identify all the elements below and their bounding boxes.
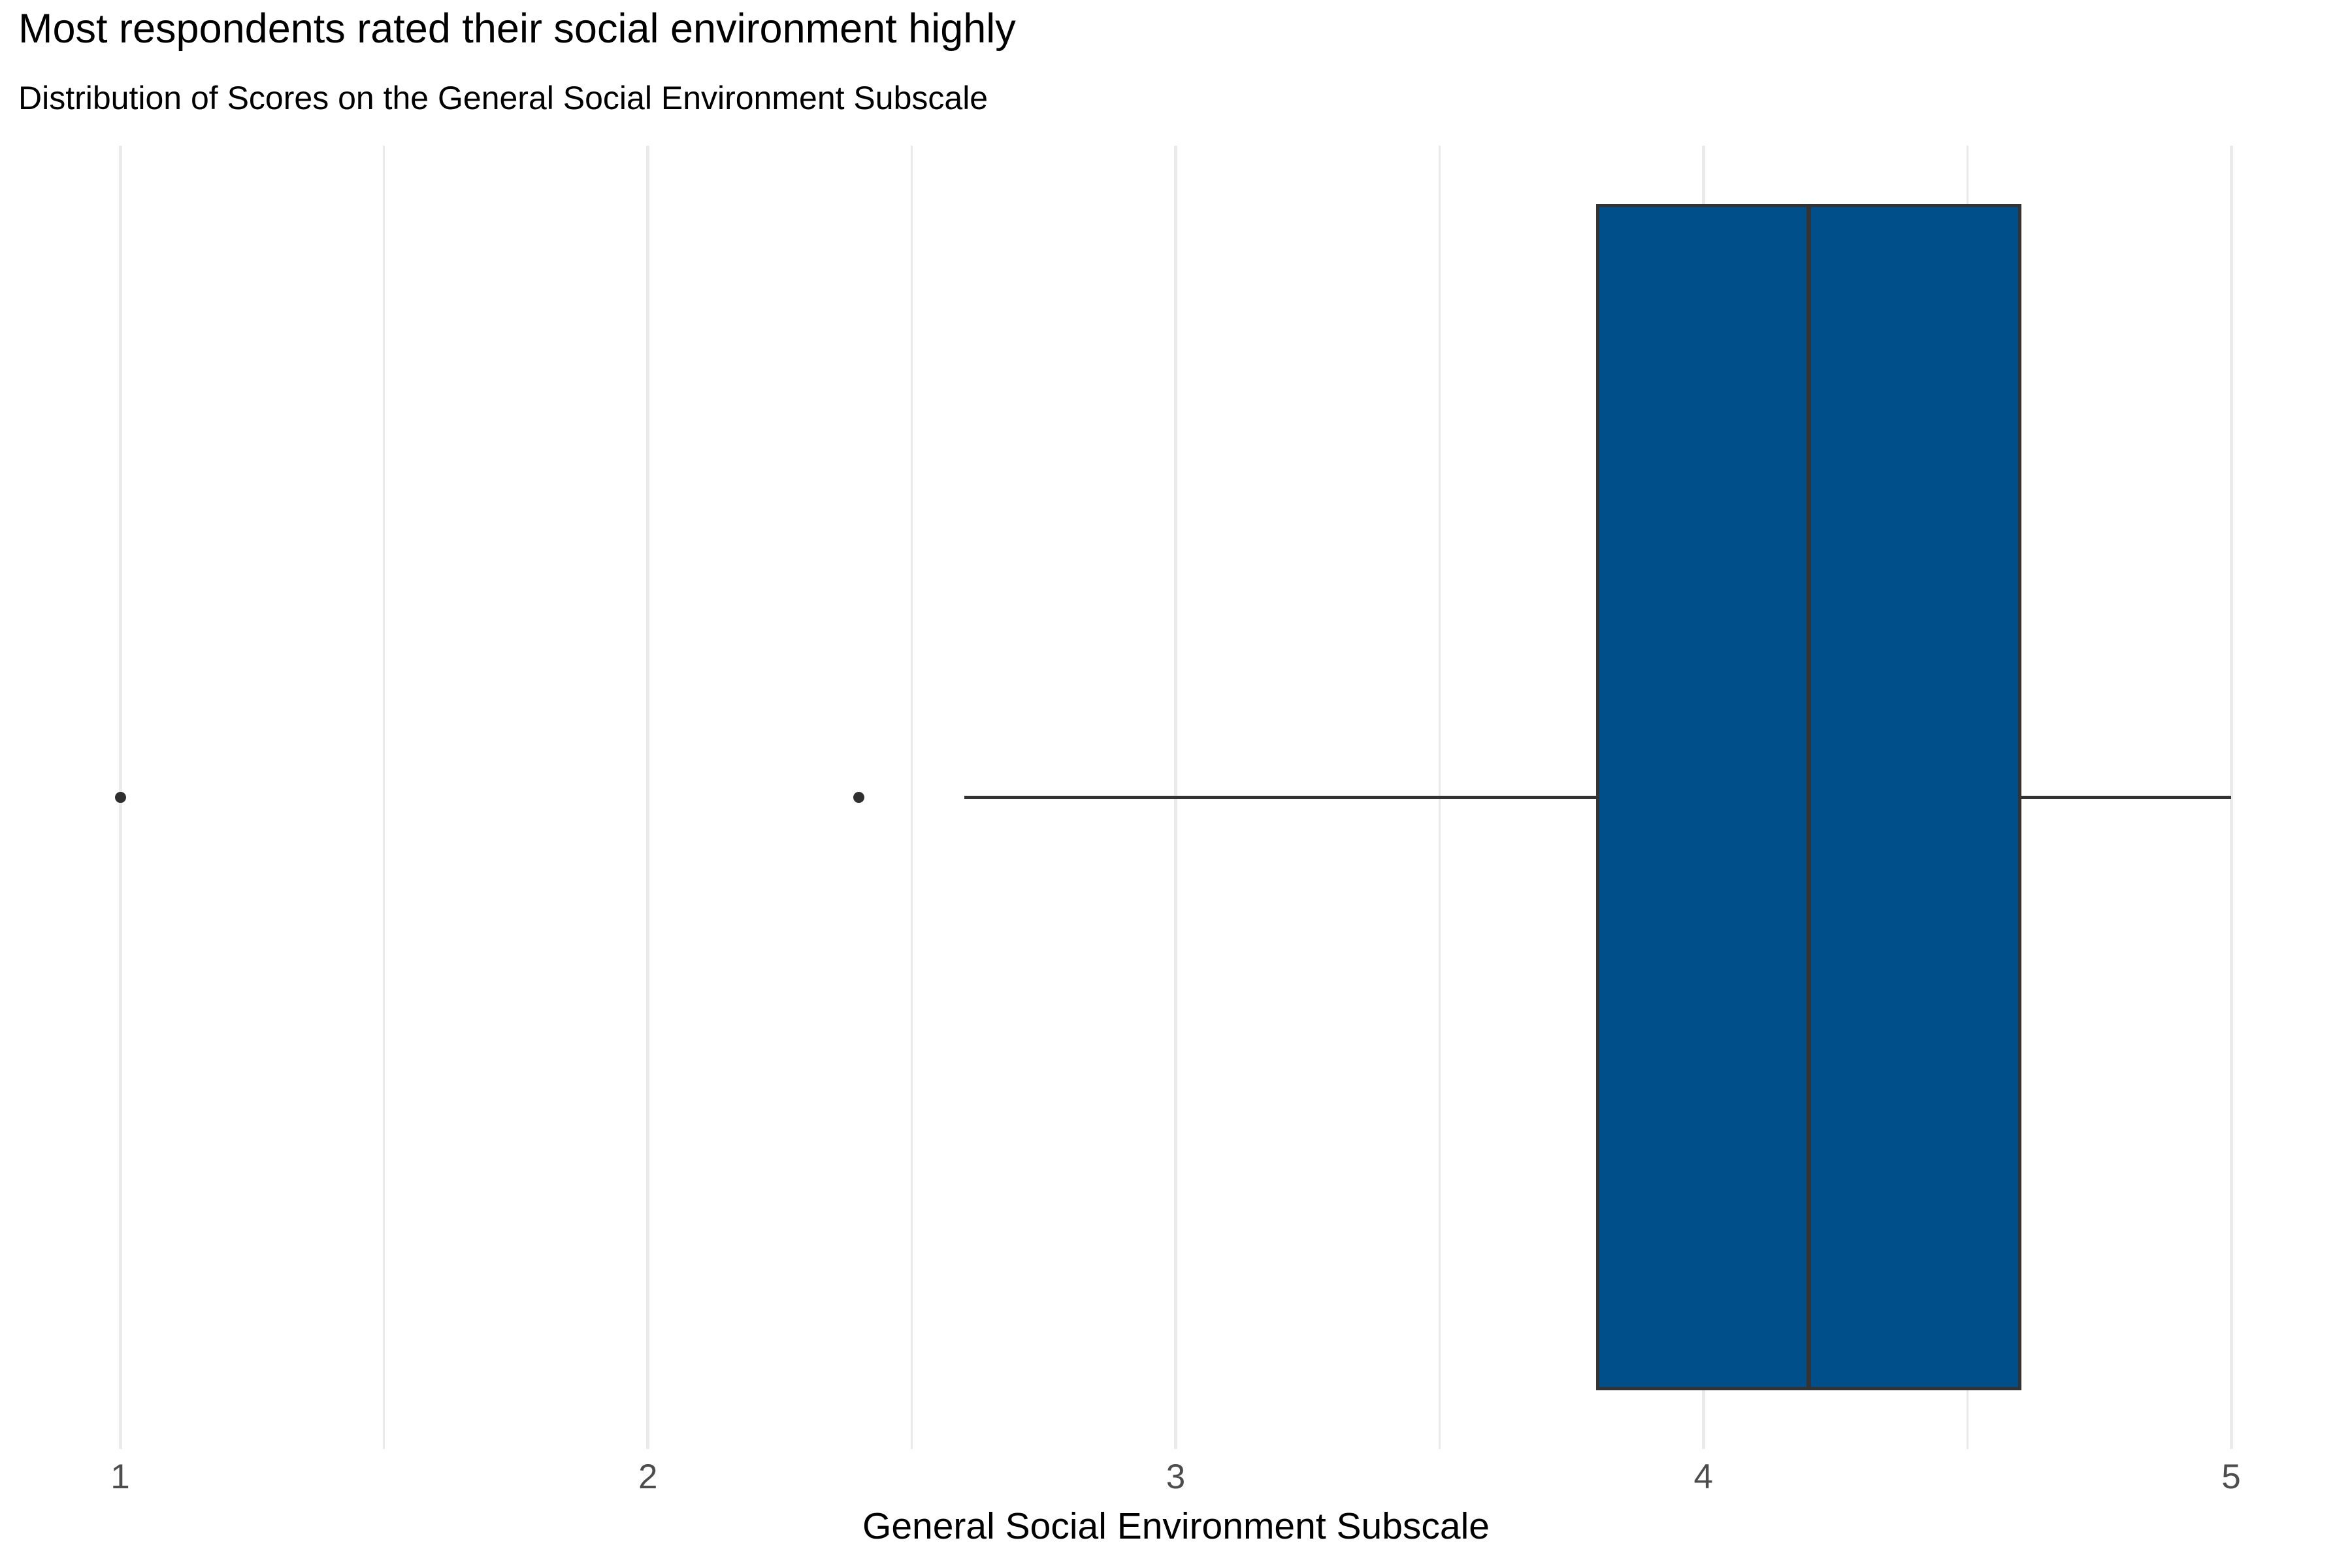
gridline-minor	[383, 146, 385, 1449]
x-tick-label: 2	[638, 1458, 658, 1496]
gridline-major	[646, 146, 650, 1449]
gridline-minor	[911, 146, 913, 1449]
chart-title: Most respondents rated their social envi…	[18, 6, 1016, 52]
x-tick-label: 5	[2221, 1458, 2241, 1496]
outlier-point	[853, 792, 865, 803]
x-axis-title: General Social Environment Subscale	[862, 1505, 1490, 1547]
whisker-right	[2019, 796, 2231, 799]
chart-subtitle: Distribution of Scores on the General So…	[18, 80, 988, 116]
median-line	[1806, 204, 1812, 1390]
x-tick-label: 3	[1166, 1458, 1186, 1496]
x-tick-label: 1	[110, 1458, 130, 1496]
x-tick-label: 4	[1693, 1458, 1713, 1496]
whisker-left	[964, 796, 1598, 799]
gridline-major	[2229, 146, 2233, 1449]
outlier-point	[114, 792, 126, 803]
